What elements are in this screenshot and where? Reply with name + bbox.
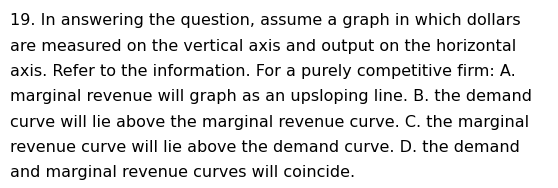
Text: axis. Refer to the information. For a purely competitive firm: A.: axis. Refer to the information. For a pu… — [10, 64, 516, 79]
Text: and marginal revenue curves will coincide.: and marginal revenue curves will coincid… — [10, 165, 355, 180]
Text: are measured on the vertical axis and output on the horizontal: are measured on the vertical axis and ou… — [10, 39, 516, 54]
Text: 19. In answering the question, assume a graph in which dollars: 19. In answering the question, assume a … — [10, 13, 521, 28]
Text: revenue curve will lie above the demand curve. D. the demand: revenue curve will lie above the demand … — [10, 140, 520, 155]
Text: marginal revenue will graph as an upsloping line. B. the demand: marginal revenue will graph as an upslop… — [10, 89, 532, 104]
Text: curve will lie above the marginal revenue curve. C. the marginal: curve will lie above the marginal revenu… — [10, 115, 529, 130]
